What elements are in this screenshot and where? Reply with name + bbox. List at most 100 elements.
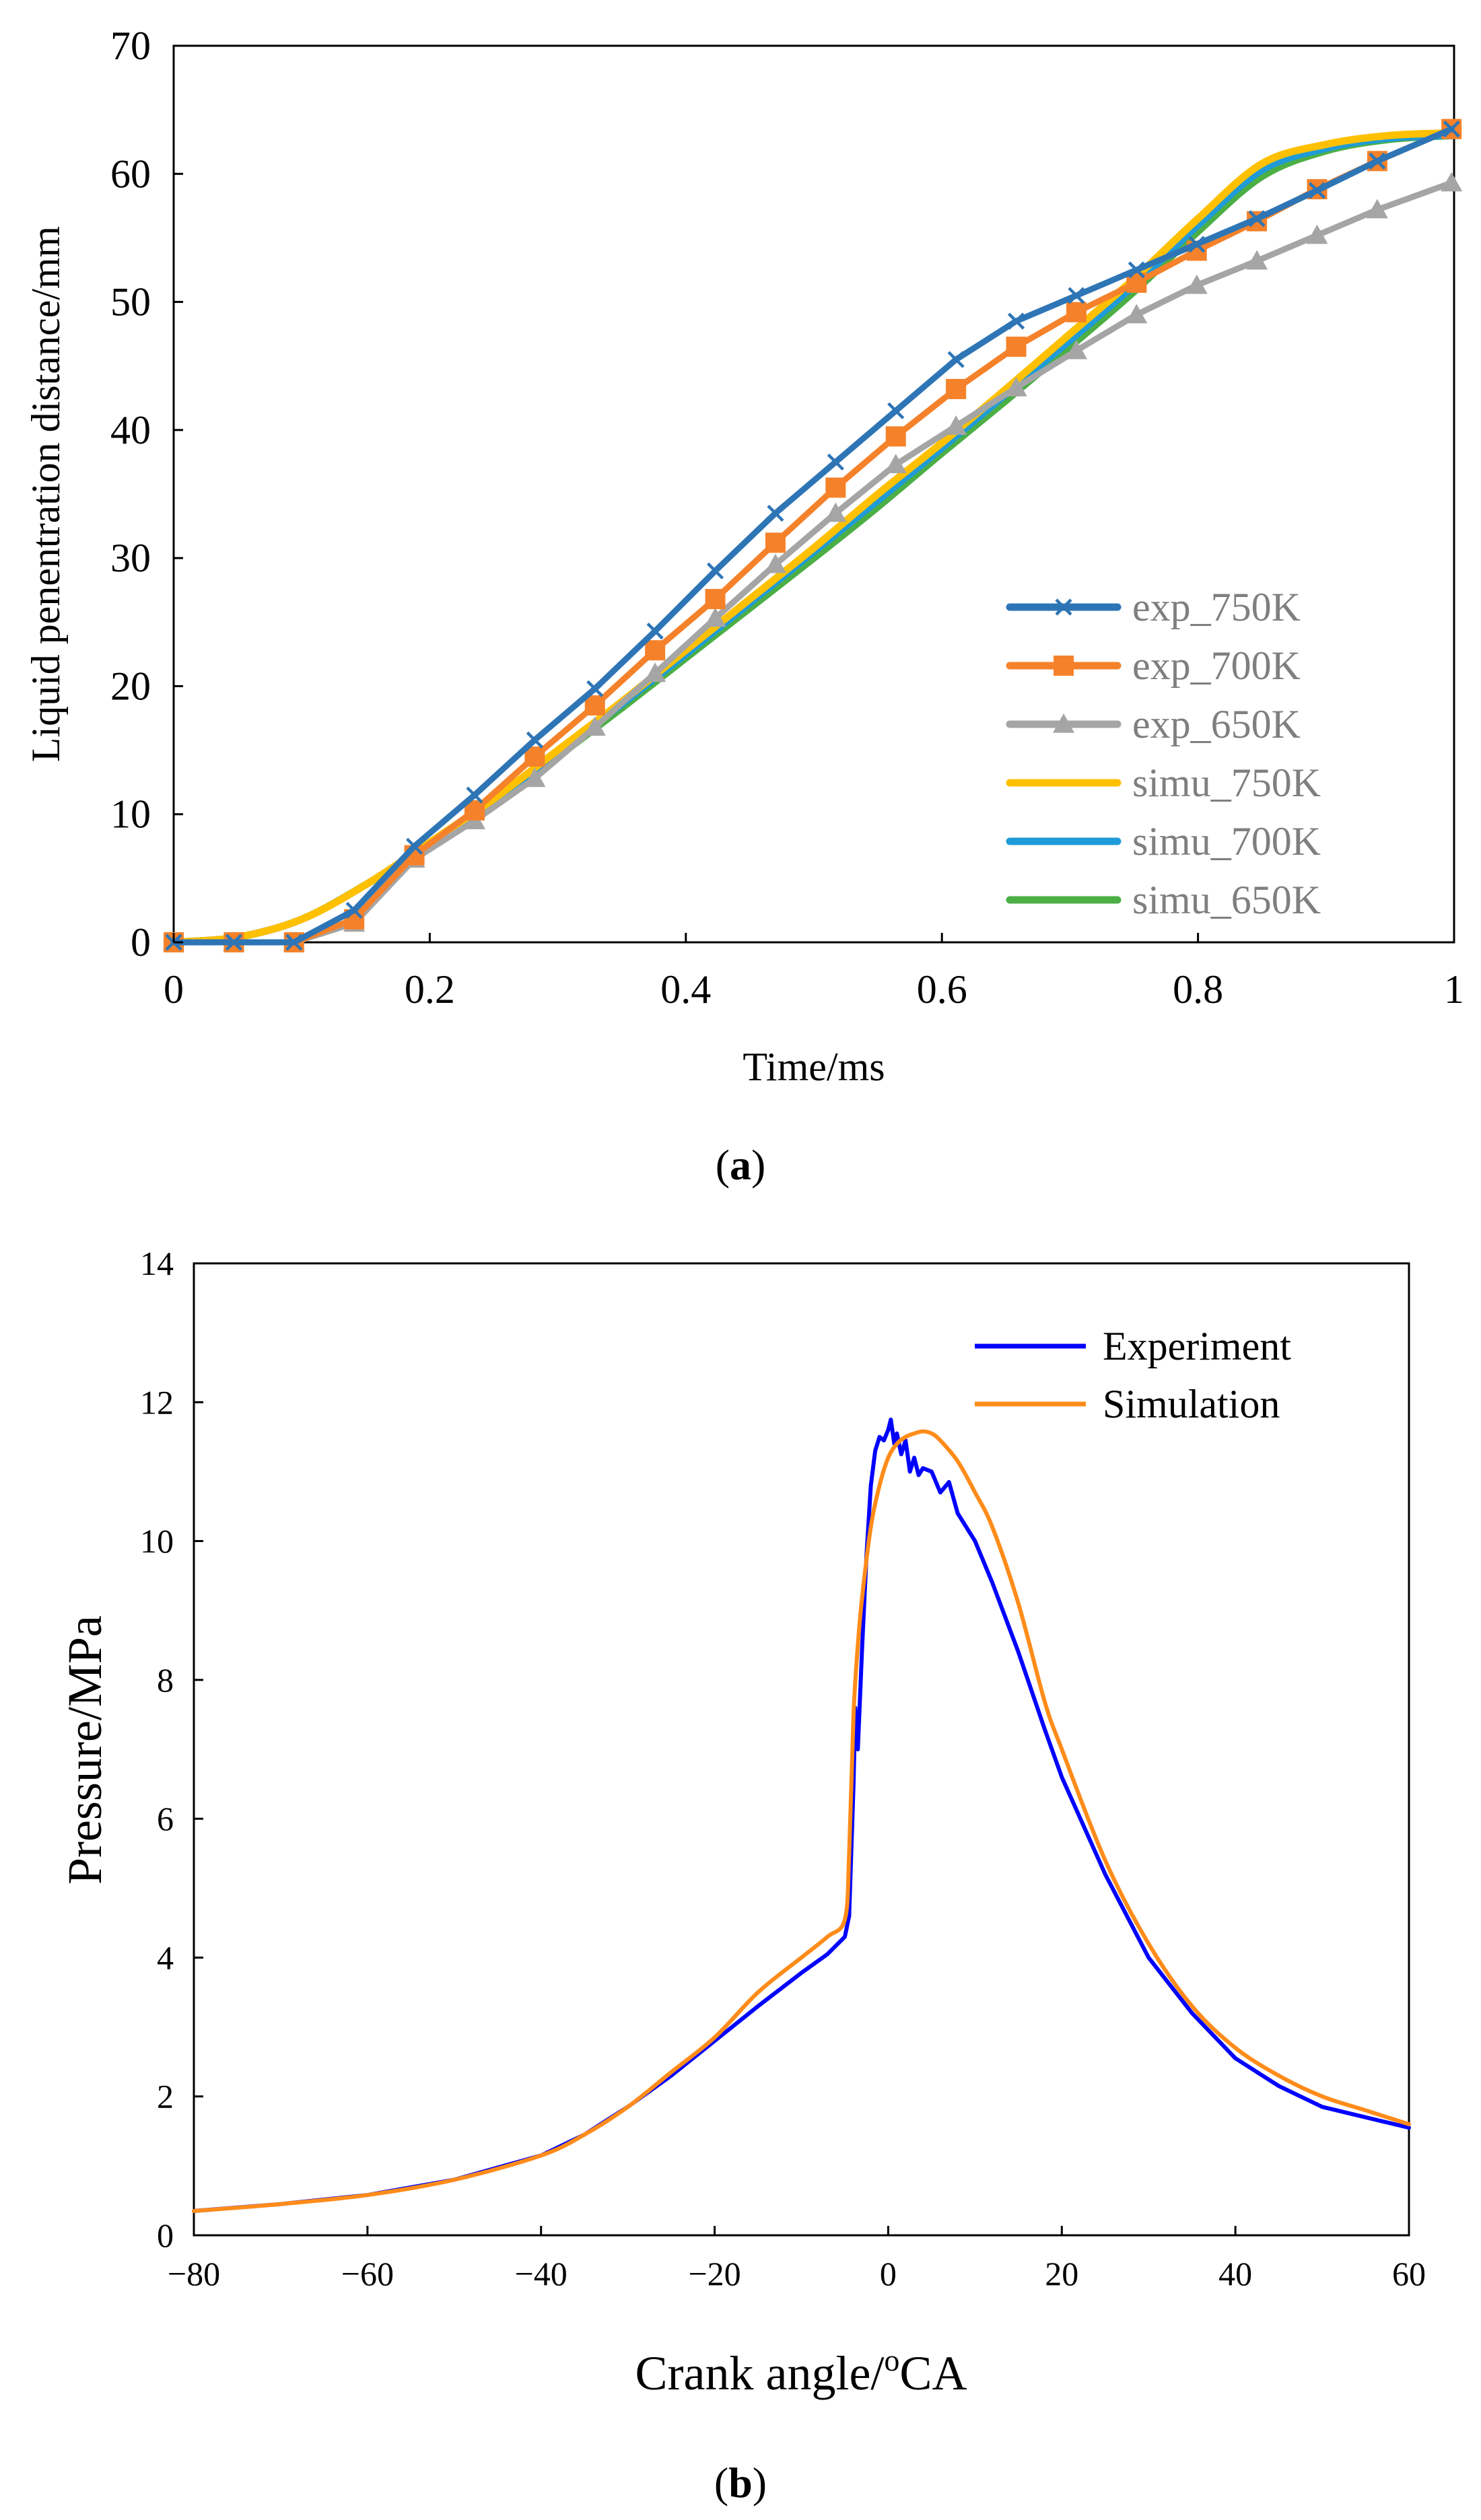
panel-a-point-exp_650K (584, 716, 606, 736)
panel-b-x-tick-label: 60 (1392, 2255, 1426, 2292)
panel-b-line-simulation (192, 1429, 1411, 2213)
panel-a-point-exp_650K (524, 767, 546, 788)
panel-a-point-exp_750K (405, 837, 423, 855)
panel-a-x-tick-label: 0.2 (405, 967, 455, 1012)
panel-a-y-tick-label: 40 (110, 408, 151, 452)
panel-a-caption: (a) (716, 1141, 766, 1189)
panel-a-point-exp_650K (1306, 224, 1328, 244)
panel-a-point-exp_750K (1188, 236, 1206, 253)
panel-a-line-exp_750K (170, 126, 1455, 946)
panel-a-legend-label-simu_650K: simu_650K (1132, 878, 1321, 922)
panel-a-point-exp_650K (704, 607, 726, 627)
panel-a-point-exp_750K (827, 453, 844, 471)
panel-a-point-exp_700K (946, 378, 967, 399)
panel-a-x-ticks: 0 0.2 0.4 0.6 0.8 1 (164, 933, 1464, 1012)
panel-a-point-exp_650K (644, 662, 666, 682)
panel-a-point-exp_650K (1441, 172, 1463, 192)
panel-b-caption: (b) (714, 2459, 767, 2507)
panel-a-x-tick-label: 1 (1444, 967, 1464, 1012)
panel-a-point-exp_650K (825, 502, 847, 522)
panel-a-point-exp_750K (1248, 210, 1266, 228)
panel-a-point-exp_750K (646, 623, 664, 640)
panel-a-legend: exp_750K exp_700K exp_650K simu_750K simu_70… (1006, 585, 1321, 922)
panel-b-y-tick-label: 0 (157, 2216, 174, 2254)
panel-b-y-ticks: 0 2 4 6 8 10 12 14 (140, 1245, 203, 2254)
panel-a-point-exp_750K (466, 786, 483, 804)
panel-b-x-tick-label: 20 (1045, 2255, 1078, 2292)
panel-b-caption-letter: b (728, 2459, 753, 2507)
panel-a-point-exp_650K (1366, 199, 1388, 219)
panel-a-y-axis-label: Liquid penentration distance/mm (24, 226, 68, 762)
panel-a-plot-area (172, 44, 1455, 944)
panel-b-x-tick-label: −60 (341, 2255, 394, 2292)
panel-b-x-axis-label-suffix: CA (899, 2346, 967, 2400)
panel-b-y-tick-label: 12 (140, 1383, 174, 1421)
panel-b-y-tick-label: 8 (157, 1661, 174, 1699)
panel-b-x-ticks: −80 −60 −40 −20 0 20 40 60 (168, 2226, 1426, 2292)
panel-a-caption-letter: a (730, 1141, 751, 1189)
panel-b-x-tick-label: −40 (515, 2255, 567, 2292)
panel-a-y-tick-label: 50 (110, 280, 151, 324)
panel-b-y-tick-label: 2 (157, 2078, 174, 2115)
panel-a-series-exp_700K (164, 118, 1462, 952)
panel-b-x-tick-label: −80 (168, 2255, 220, 2292)
panel-a-legend-marker-exp_700K (1054, 656, 1074, 676)
panel-a-y-tick-label: 60 (110, 151, 151, 196)
panel-a-legend-label-exp_750K: exp_750K (1132, 585, 1301, 629)
panel-a-x-tick-label: 0.6 (917, 967, 967, 1012)
panel-a-x-tick-label: 0.4 (660, 967, 711, 1012)
panel-a-point-exp_750K (887, 402, 905, 419)
panel-a-legend-label-exp_650K: exp_650K (1132, 702, 1301, 746)
panel-a-series-group (163, 118, 1463, 952)
panel-b-y-tick-label: 4 (157, 1938, 174, 1976)
panel-b-y-tick-label: 10 (140, 1523, 174, 1560)
panel-b-x-tick-label: 0 (880, 2255, 897, 2292)
panel-a-point-exp_750K (1007, 312, 1025, 330)
panel-a-point-exp_700K (825, 477, 846, 498)
panel-a-point-exp_650K (1005, 377, 1027, 396)
panel-a-point-exp_650K (1126, 304, 1148, 324)
panel-a-point-exp_700K (765, 532, 786, 553)
panel-b-y-tick-label: 14 (140, 1245, 174, 1282)
panel-a-point-exp_750K (1443, 120, 1460, 138)
panel-a-y-ticks: 0 10 20 30 40 50 60 70 (110, 24, 183, 965)
panel-a-point-exp_750K (586, 680, 604, 697)
panel-a-series-exp_750K (165, 120, 1460, 951)
panel-a-point-exp_700K (1006, 337, 1027, 357)
panel-a-point-exp_750K (947, 351, 965, 368)
panel-b-y-tick-label: 6 (157, 1800, 174, 1838)
panel-b-x-tick-label: −20 (688, 2255, 740, 2292)
panel-a-y-tick-label: 70 (110, 24, 151, 68)
panel-a-point-exp_750K (767, 504, 784, 522)
panel-a-chart: 0 0.2 0.4 0.6 0.8 1 0 10 20 30 40 50 60 70 Time/ms L… (24, 24, 1464, 1189)
panel-a-point-exp_750K (225, 934, 242, 951)
panel-b-chart: −80 −60 −40 −20 0 20 40 60 0 2 4 6 8 10 12 14 Crank an… (58, 1245, 1426, 2507)
panel-a-point-exp_750K (1369, 152, 1386, 170)
panel-b-x-axis-label-superscript: o (884, 2343, 899, 2377)
panel-a-point-exp_700K (1066, 302, 1087, 322)
panel-b-x-tick-label: 40 (1218, 2255, 1252, 2292)
panel-a-x-tick-label: 0.8 (1173, 967, 1223, 1012)
panel-a-point-exp_650K (945, 415, 967, 435)
panel-a-y-tick-label: 0 (131, 920, 151, 965)
panel-a-point-exp_650K (764, 553, 786, 573)
panel-a-point-exp_650K (1185, 274, 1208, 294)
panel-b-x-axis-label-main: Crank angle/ (635, 2346, 885, 2400)
panel-a-y-tick-label: 20 (110, 664, 151, 708)
panel-b-legend-label-simulation: Simulation (1103, 1382, 1280, 1426)
panel-a-point-exp_750K (285, 934, 303, 951)
panel-a-point-exp_650K (1246, 250, 1268, 270)
panel-b-legend: Experiment Simulation (975, 1324, 1291, 1426)
panel-a-legend-marker-exp_750K (1055, 598, 1072, 616)
panel-a-point-exp_700K (645, 640, 666, 661)
panel-a-line-exp_700K (170, 126, 1455, 946)
panel-a-point-exp_650K (1065, 339, 1087, 359)
panel-a-point-exp_700K (885, 426, 906, 447)
panel-a-y-tick-label: 10 (110, 792, 151, 837)
panel-a-x-axis-label: Time/ms (743, 1045, 885, 1089)
panel-b-line-experiment (192, 1418, 1411, 2213)
panel-a-legend-label-simu_700K: simu_700K (1132, 819, 1321, 864)
panel-a-point-exp_750K (345, 901, 363, 919)
panel-a-point-exp_750K (526, 731, 543, 748)
